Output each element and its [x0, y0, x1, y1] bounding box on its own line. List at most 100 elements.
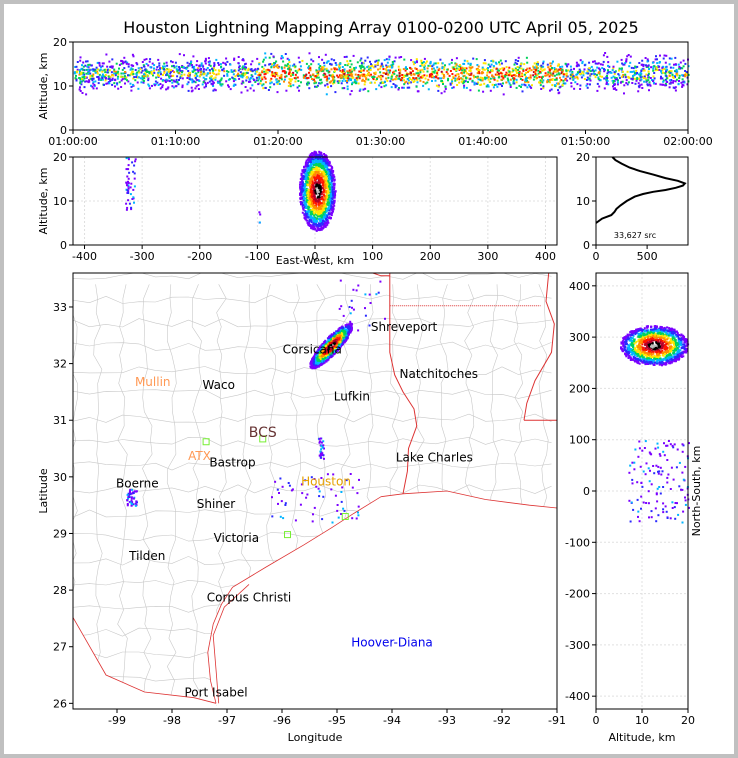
time-altitude-source-point — [85, 60, 87, 63]
time-altitude-source-point — [385, 66, 388, 69]
time-altitude-source-point — [199, 71, 202, 74]
ew-storm-source-point — [312, 202, 315, 205]
time-altitude-source-point — [332, 76, 334, 79]
time-altitude-source-point — [558, 68, 561, 71]
ew-storm-source-point — [324, 164, 327, 167]
time-altitude-source-point — [380, 86, 383, 89]
time-altitude-source-point — [537, 69, 540, 72]
ew-storm-source-point — [331, 198, 334, 200]
ew-storm-source-point — [321, 158, 324, 161]
time-altitude-source-point — [488, 71, 491, 74]
time-altitude-source-point — [192, 55, 195, 58]
ew-storm-source-point — [324, 171, 327, 173]
time-altitude-source-point — [291, 78, 293, 81]
time-altitude-source-point — [619, 81, 622, 84]
time-altitude-source-point — [417, 74, 420, 77]
time-altitude-source-point — [585, 84, 588, 87]
time-altitude-source-point — [156, 74, 159, 76]
time-altitude-source-point — [590, 65, 593, 68]
ew-storm-source-point — [327, 191, 330, 194]
time-altitude-source-point — [370, 73, 372, 76]
time-altitude-source-point — [625, 79, 628, 82]
ew-west-source-point — [134, 158, 137, 161]
time-altitude-source-point — [242, 72, 245, 75]
time-altitude-source-point — [296, 71, 299, 74]
time-altitude-source-point — [276, 91, 279, 94]
time-altitude-source-point — [135, 72, 138, 75]
time-altitude-source-point — [122, 76, 125, 79]
ew-panel-x-tick-label: -300 — [130, 250, 155, 263]
ew-storm-source-point — [305, 159, 308, 162]
time-altitude-source-point — [280, 57, 283, 60]
ew-storm-source-point — [301, 179, 304, 182]
time-altitude-source-point — [530, 86, 533, 89]
time-altitude-source-point — [451, 87, 454, 89]
time-altitude-source-point — [668, 63, 671, 66]
time-altitude-source-point — [645, 64, 647, 67]
ew-storm-source-point — [326, 209, 329, 212]
time-altitude-source-point — [484, 78, 487, 81]
ew-storm-source-point — [320, 198, 323, 201]
time-altitude-source-point — [576, 77, 579, 80]
time-altitude-source-point — [401, 86, 404, 89]
ew-storm-source-point — [323, 223, 326, 226]
time-altitude-source-point — [91, 77, 94, 80]
time-altitude-source-point — [89, 72, 92, 75]
time-altitude-source-point — [262, 67, 265, 70]
time-altitude-source-point — [171, 81, 174, 84]
time-altitude-source-point — [181, 71, 183, 74]
time-altitude-source-point — [504, 75, 507, 78]
time-altitude-source-point — [626, 83, 629, 86]
ew-storm-source-point — [307, 172, 310, 175]
time-altitude-source-point — [387, 76, 390, 79]
time-altitude-source-point — [200, 64, 203, 67]
time-altitude-source-point — [243, 65, 245, 68]
time-altitude-source-point — [455, 64, 458, 67]
time-altitude-source-point — [205, 85, 207, 88]
time-altitude-source-point — [550, 62, 553, 65]
ew-storm-source-point — [322, 198, 325, 201]
time-altitude-source-point — [609, 71, 612, 74]
time-altitude-source-point — [499, 68, 502, 71]
time-altitude-source-point — [297, 80, 300, 82]
time-altitude-source-point — [79, 71, 81, 74]
time-altitude-source-point — [579, 73, 582, 75]
time-altitude-source-point — [359, 88, 362, 91]
time-altitude-source-point — [92, 82, 95, 85]
time-altitude-source-point — [665, 70, 667, 73]
time-altitude-source-point — [107, 77, 110, 80]
time-altitude-source-point — [481, 79, 484, 82]
time-altitude-source-point — [647, 72, 650, 75]
time-altitude-source-point — [463, 69, 466, 72]
time-altitude-source-point — [273, 73, 276, 76]
ew-storm-source-point — [322, 185, 325, 188]
time-altitude-source-point — [562, 79, 565, 82]
time-altitude-source-point — [141, 78, 144, 81]
ew-storm-source-point — [319, 224, 322, 227]
time-altitude-source-point — [275, 73, 278, 76]
time-altitude-source-point — [272, 74, 274, 77]
time-altitude-source-point — [365, 78, 368, 81]
ew-storm-source-point — [327, 179, 330, 182]
time-altitude-source-point — [442, 74, 445, 76]
time-altitude-source-point — [662, 80, 665, 83]
ew-storm-source-point — [324, 217, 327, 220]
time-panel-x-tick-label: 01:40:00 — [458, 135, 507, 148]
time-altitude-source-point — [522, 69, 525, 72]
time-altitude-source-point — [582, 74, 585, 77]
ew-storm-source-point — [311, 152, 314, 155]
time-altitude-source-point — [151, 84, 153, 87]
time-altitude-source-point — [521, 90, 524, 93]
time-altitude-source-point — [110, 65, 113, 68]
time-altitude-source-point — [170, 60, 172, 63]
time-altitude-source-point — [404, 74, 407, 77]
time-altitude-source-point — [296, 86, 299, 89]
ew-storm-source-point — [333, 179, 336, 182]
time-altitude-source-point — [367, 68, 370, 71]
time-altitude-source-point — [335, 68, 338, 71]
ew-storm-source-point — [304, 161, 307, 164]
ew-sparse-source-point — [258, 211, 261, 214]
ew-storm-source-point — [326, 207, 329, 210]
